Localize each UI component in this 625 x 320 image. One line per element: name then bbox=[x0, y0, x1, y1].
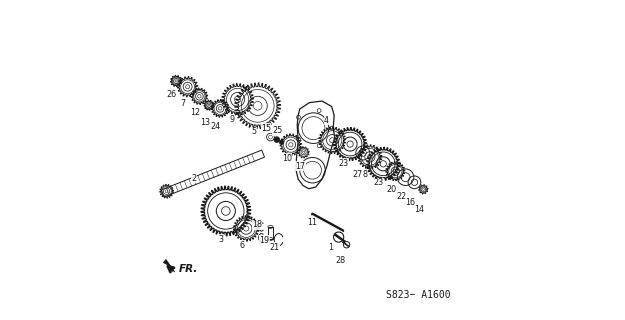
Text: 4: 4 bbox=[324, 116, 329, 125]
Text: 7: 7 bbox=[180, 99, 186, 108]
Text: 5: 5 bbox=[251, 127, 256, 136]
Text: 23: 23 bbox=[373, 179, 383, 188]
Text: 8: 8 bbox=[363, 170, 368, 179]
Text: 24: 24 bbox=[211, 122, 221, 132]
Text: 14: 14 bbox=[414, 205, 424, 214]
Bar bbox=[268, 227, 273, 239]
Text: 28: 28 bbox=[335, 256, 345, 265]
Text: 18: 18 bbox=[252, 220, 262, 229]
Text: 9: 9 bbox=[229, 115, 235, 124]
Text: S823− A1600: S823− A1600 bbox=[386, 290, 451, 300]
Text: 1: 1 bbox=[328, 244, 333, 252]
Text: 16: 16 bbox=[405, 197, 415, 206]
Text: 23: 23 bbox=[339, 159, 349, 168]
Polygon shape bbox=[163, 260, 175, 272]
Text: 27: 27 bbox=[352, 170, 363, 179]
Text: 21: 21 bbox=[270, 243, 280, 252]
Text: 25: 25 bbox=[272, 126, 282, 135]
Text: 15: 15 bbox=[261, 124, 271, 132]
Text: FR.: FR. bbox=[179, 264, 198, 274]
Circle shape bbox=[274, 137, 279, 142]
Text: 13: 13 bbox=[200, 118, 210, 127]
Text: 17: 17 bbox=[296, 162, 306, 171]
Text: 20: 20 bbox=[386, 186, 397, 195]
Text: 6: 6 bbox=[239, 241, 244, 250]
Text: 11: 11 bbox=[307, 218, 317, 227]
Text: 26: 26 bbox=[167, 90, 177, 99]
Text: 10: 10 bbox=[282, 154, 292, 163]
Text: 12: 12 bbox=[190, 108, 201, 117]
Text: 3: 3 bbox=[218, 235, 223, 244]
Text: 2: 2 bbox=[191, 174, 196, 183]
Text: 22: 22 bbox=[396, 192, 406, 201]
Circle shape bbox=[279, 140, 284, 144]
Text: 19: 19 bbox=[259, 236, 270, 245]
